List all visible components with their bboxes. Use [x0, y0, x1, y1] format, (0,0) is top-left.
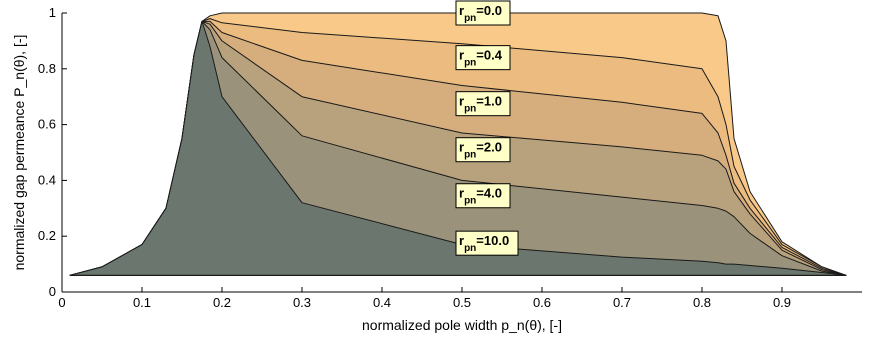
x-tick-label: 0.5	[453, 295, 471, 310]
y-tick-label: 1	[49, 5, 56, 20]
annotation-label: rpn=2.0	[459, 140, 502, 161]
x-tick-label: 0.6	[533, 295, 551, 310]
y-tick-label: 0.2	[38, 228, 56, 243]
y-tick-3: 0.6	[38, 117, 67, 132]
y-tick-5: 1	[49, 5, 67, 20]
y-tick-2: 0.4	[38, 172, 67, 187]
annotation-box	[455, 91, 511, 117]
x-tick-label: 0.3	[293, 295, 311, 310]
axes: 0 0.1 0.2 0.3 0.4 0.5 0.6 0.7 0.8 0.9 0 0.2 0.4 0.6 0.…	[38, 5, 862, 310]
x-axis-label: normalized pole width p_n(θ), [-]	[362, 317, 562, 333]
series-annotation-4: rpn=4.0	[455, 183, 511, 209]
series-annotation-3: rpn=2.0	[455, 137, 511, 163]
x-tick-3: 0.3	[293, 287, 311, 310]
annotation-label: rpn=1.0	[459, 94, 502, 115]
y-tick-0: 0	[49, 284, 67, 299]
x-tick-7: 0.7	[613, 287, 631, 310]
x-tick-6: 0.6	[533, 287, 551, 310]
annotation-label: rpn=4.0	[459, 186, 502, 207]
x-tick-1: 0.1	[133, 287, 151, 310]
series-annotation-5: rpn=10.0	[455, 230, 519, 256]
x-tick-2: 0.2	[213, 287, 231, 310]
x-tick-label: 0.9	[773, 295, 791, 310]
annotation-box	[455, 230, 519, 256]
series-annotation-0: rpn=0.0	[455, 0, 511, 26]
x-tick-9: 0.9	[773, 287, 791, 310]
series-annotation-2: rpn=1.0	[455, 91, 511, 117]
y-tick-label: 0.6	[38, 117, 56, 132]
annotation-box	[455, 183, 511, 209]
y-tick-label: 0.8	[38, 61, 56, 76]
x-tick-8: 0.8	[693, 287, 711, 310]
y-tick-label: 0.4	[38, 172, 56, 187]
annotation-box	[455, 45, 511, 71]
annotation-label: rpn=10.0	[459, 233, 509, 254]
annotation-box	[455, 0, 511, 26]
series-annotation-1: rpn=0.4	[455, 45, 511, 71]
x-tick-label: 0	[58, 295, 65, 310]
y-tick-4: 0.8	[38, 61, 67, 76]
x-tick-5: 0.5	[453, 287, 471, 310]
x-tick-label: 0.1	[133, 295, 151, 310]
series-annotations: rpn=0.0 rpn=0.4 rpn=1.0 rpn=2.0 rpn=4.0 rpn=1…	[455, 0, 519, 256]
x-tick-label: 0.2	[213, 295, 231, 310]
x-tick-label: 0.8	[693, 295, 711, 310]
y-tick-label: 0	[49, 284, 56, 299]
y-tick-1: 0.2	[38, 228, 67, 243]
x-tick-label: 0.7	[613, 295, 631, 310]
annotation-label: rpn=0.0	[459, 3, 502, 24]
annotation-box	[455, 137, 511, 163]
x-tick-4: 0.4	[373, 287, 391, 310]
x-tick-label: 0.4	[373, 295, 391, 310]
annotation-label: rpn=0.4	[459, 48, 503, 69]
x-tick-0: 0	[58, 287, 66, 310]
y-axis-label: normalized gap permeance P_n(θ), [-]	[11, 35, 27, 271]
